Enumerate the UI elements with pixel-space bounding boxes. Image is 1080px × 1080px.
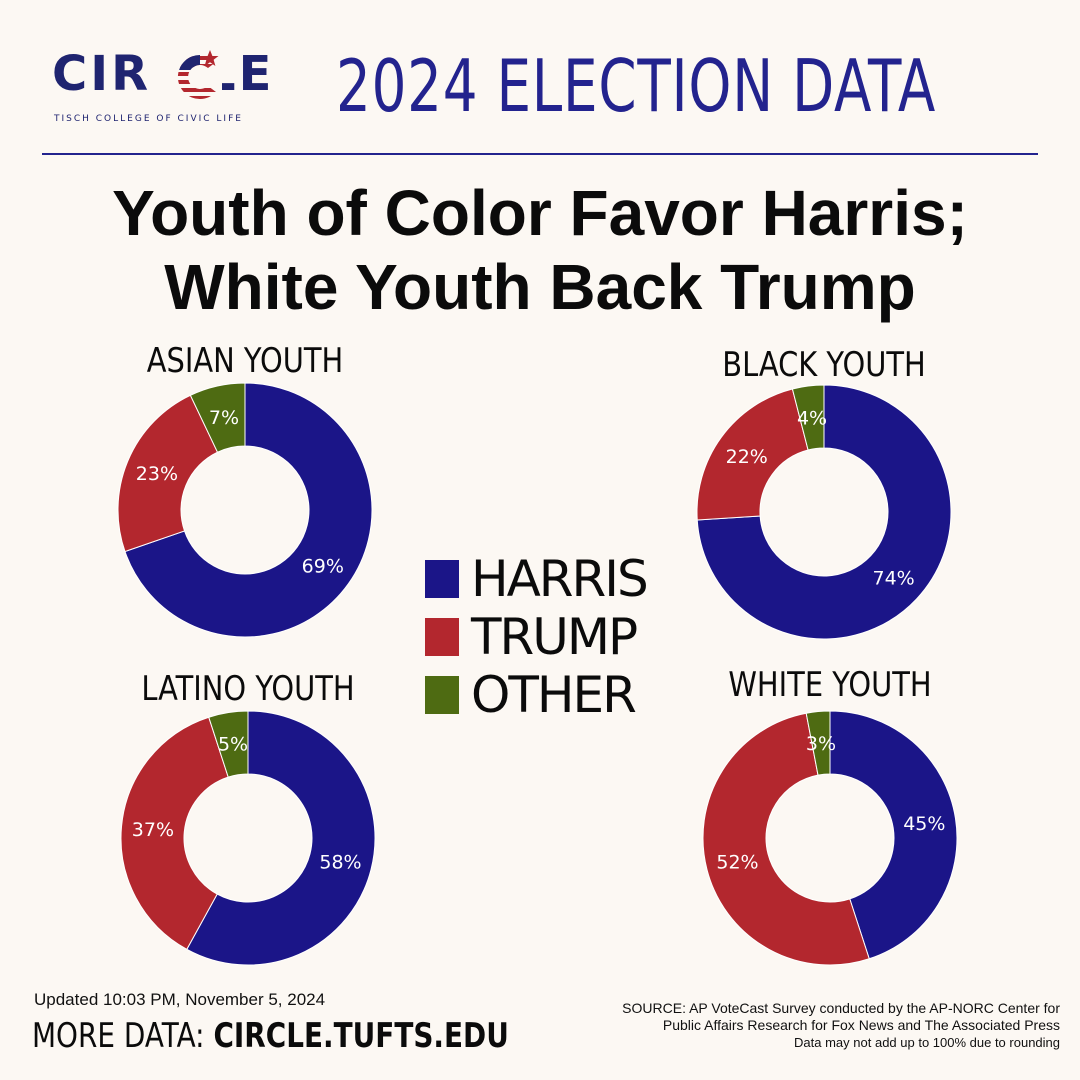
black-slice-other	[791, 384, 825, 451]
white-chart-title: WHITE YOUTH	[728, 666, 931, 705]
legend-item-trump: TRUMP	[425, 608, 685, 666]
rounding-note: Data may not add up to 100% due to round…	[794, 1035, 1060, 1050]
latino-slice-other	[208, 710, 249, 778]
asian-label-trump: 23%	[136, 463, 178, 485]
legend-label-harris: HARRIS	[471, 550, 649, 608]
legend-swatch-harris	[425, 560, 459, 598]
black-label-other: 4%	[797, 407, 827, 429]
legend-item-other: OTHER	[425, 666, 685, 724]
asian-chart-title: ASIAN YOUTH	[147, 342, 344, 381]
source-note: SOURCE: AP VoteCast Survey conducted by …	[540, 1000, 1060, 1051]
headline: Youth of Color Favor Harris; White Youth…	[0, 176, 1080, 324]
legend-swatch-other	[425, 676, 459, 714]
white-slice-trump	[702, 712, 870, 966]
asian-label-harris: 69%	[302, 555, 344, 577]
latino-label-trump: 37%	[132, 819, 174, 841]
asian-slice-harris	[124, 382, 373, 638]
updated-timestamp: Updated 10:03 PM, November 5, 2024	[34, 990, 326, 1009]
white-label-harris: 45%	[903, 813, 945, 835]
white-slice-other	[805, 710, 831, 776]
star-icon	[201, 50, 219, 66]
more-data-url[interactable]: CIRCLE.TUFTS.EDU	[213, 1016, 509, 1056]
title-divider	[42, 153, 1038, 155]
legend: HARRIS TRUMP OTHER	[425, 550, 685, 724]
headline-line-1: Youth of Color Favor Harris;	[112, 177, 968, 249]
source-line-2: Public Affairs Research for Fox News and…	[662, 1017, 1060, 1033]
asian-slice-trump	[117, 394, 219, 553]
page-title: 2024 ELECTION DATA	[336, 44, 937, 128]
legend-swatch-trump	[425, 618, 459, 656]
latino-chart-title: LATINO YOUTH	[141, 670, 354, 709]
logo-subtitle: TISCH COLLEGE OF CIVIC LIFE	[54, 114, 243, 124]
latino-label-other: 5%	[218, 734, 248, 756]
more-data-label: MORE DATA:	[32, 1016, 205, 1056]
legend-item-harris: HARRIS	[425, 550, 685, 608]
source-line-1: SOURCE: AP VoteCast Survey conducted by …	[622, 1000, 1060, 1016]
asian-label-other: 7%	[209, 407, 239, 429]
circle-logo: CIR LE TISCH COLLEGE OF CIVIC LIFE	[52, 44, 292, 134]
white-slice-harris	[829, 710, 958, 960]
headline-line-2: White Youth Back Trump	[164, 251, 916, 323]
black-slice-trump	[696, 388, 809, 521]
flag-c-icon	[170, 48, 222, 104]
logo-text-part-1: CIR	[52, 46, 152, 102]
white-label-other: 3%	[806, 733, 836, 755]
black-label-harris: 74%	[872, 567, 914, 589]
black-slice-harris	[696, 384, 952, 640]
latino-label-harris: 58%	[319, 852, 361, 874]
legend-label-other: OTHER	[471, 666, 637, 724]
latino-slice-harris	[186, 710, 376, 966]
latino-slice-trump	[120, 716, 229, 950]
black-label-trump: 22%	[726, 446, 768, 468]
asian-slice-other	[189, 382, 246, 453]
legend-label-trump: TRUMP	[471, 608, 638, 666]
black-chart-title: BLACK YOUTH	[722, 346, 925, 385]
white-label-trump: 52%	[716, 852, 758, 874]
more-data-link[interactable]: MORE DATA: CIRCLE.TUFTS.EDU	[32, 1016, 509, 1056]
